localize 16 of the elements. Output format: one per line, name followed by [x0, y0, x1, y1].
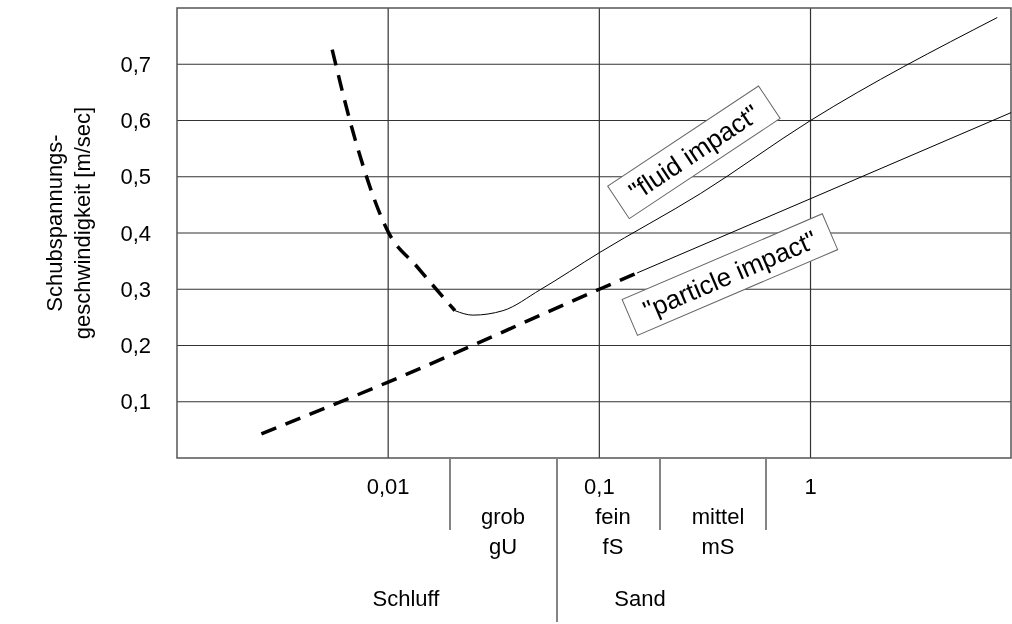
text: fein fS: [595, 504, 631, 559]
y-tick-label: 0,7: [120, 51, 151, 77]
y-axis-title: Schubspannungs- geschwindigkeit [m/sec]: [42, 106, 95, 340]
y-tick-label: 0,4: [120, 220, 151, 246]
x-tick-label: 0,1: [584, 474, 615, 499]
x-tick-label: 0,01: [366, 474, 410, 499]
text: grob gU: [480, 504, 526, 559]
text: mittel mS: [691, 504, 745, 559]
x-tick-label: 1: [804, 474, 817, 499]
text: Schluff: [372, 586, 441, 611]
y-tick-label: 0,6: [120, 108, 151, 134]
y-tick-label: 0,5: [120, 164, 151, 190]
text: Sand: [614, 586, 666, 611]
y-tick-label: 0,1: [120, 389, 151, 415]
y-tick-label: 0,2: [120, 333, 151, 359]
y-tick-label: 0,3: [120, 276, 151, 302]
